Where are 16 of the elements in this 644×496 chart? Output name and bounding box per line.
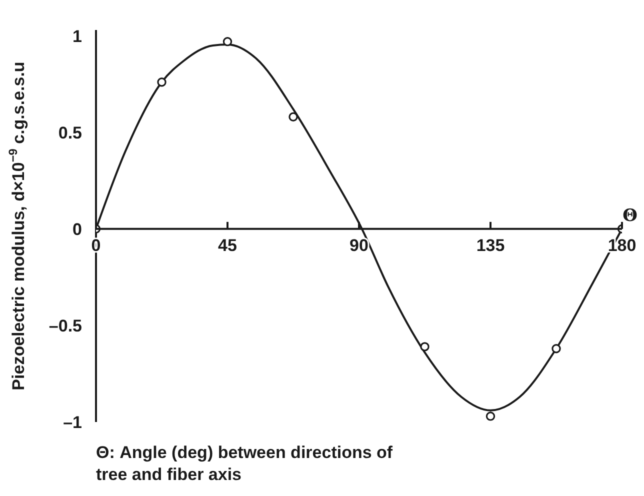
y-tick-label: 0.5 bbox=[58, 123, 82, 142]
point bbox=[420, 342, 430, 352]
x-tick-label: 45 bbox=[218, 236, 237, 255]
y-tick-label: 0 bbox=[72, 220, 82, 239]
y-tick-label: –1 bbox=[63, 413, 82, 432]
x-tick-label: 135 bbox=[476, 236, 505, 255]
point bbox=[552, 344, 561, 354]
point bbox=[157, 78, 166, 87]
y-tick-label: –0.5 bbox=[48, 316, 82, 336]
x-tick-label: 90 bbox=[350, 236, 368, 255]
text: Θ bbox=[622, 206, 638, 226]
point bbox=[486, 412, 496, 421]
point bbox=[222, 36, 232, 46]
point bbox=[288, 112, 298, 122]
x-axis-title: Θ: Angle (deg) between directions of tree and fiber axis bbox=[96, 442, 394, 486]
y-tick-label: 1 bbox=[72, 26, 82, 46]
